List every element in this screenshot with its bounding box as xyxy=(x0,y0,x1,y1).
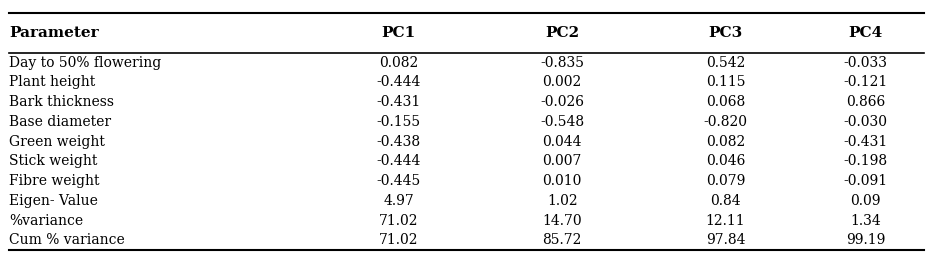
Text: -0.026: -0.026 xyxy=(540,95,584,109)
Text: 0.002: 0.002 xyxy=(542,76,582,90)
Text: Day to 50% flowering: Day to 50% flowering xyxy=(9,56,161,70)
Text: -0.431: -0.431 xyxy=(377,95,421,109)
Text: -0.548: -0.548 xyxy=(540,115,584,129)
Text: PC4: PC4 xyxy=(848,26,883,40)
Text: 99.19: 99.19 xyxy=(845,233,885,247)
Text: 85.72: 85.72 xyxy=(542,233,582,247)
Text: 0.007: 0.007 xyxy=(542,155,582,168)
Text: 1.02: 1.02 xyxy=(547,194,578,208)
Text: PC1: PC1 xyxy=(382,26,416,40)
Text: 0.84: 0.84 xyxy=(710,194,741,208)
Text: 14.70: 14.70 xyxy=(542,214,582,228)
Text: -0.444: -0.444 xyxy=(377,155,421,168)
Text: -0.030: -0.030 xyxy=(843,115,887,129)
Text: Green weight: Green weight xyxy=(9,135,105,149)
Text: 0.082: 0.082 xyxy=(705,135,745,149)
Text: -0.091: -0.091 xyxy=(843,174,887,188)
Text: 71.02: 71.02 xyxy=(379,233,419,247)
Text: 12.11: 12.11 xyxy=(705,214,745,228)
Text: -0.820: -0.820 xyxy=(703,115,747,129)
Text: 1.34: 1.34 xyxy=(850,214,881,228)
Text: -0.444: -0.444 xyxy=(377,76,421,90)
Text: Base diameter: Base diameter xyxy=(9,115,111,129)
Text: PC2: PC2 xyxy=(545,26,579,40)
Text: -0.445: -0.445 xyxy=(377,174,421,188)
Text: 0.542: 0.542 xyxy=(705,56,745,70)
Text: -0.198: -0.198 xyxy=(843,155,887,168)
Text: -0.033: -0.033 xyxy=(843,56,887,70)
Text: 97.84: 97.84 xyxy=(705,233,745,247)
Text: Eigen- Value: Eigen- Value xyxy=(9,194,98,208)
Text: 0.082: 0.082 xyxy=(379,56,419,70)
Text: -0.438: -0.438 xyxy=(377,135,421,149)
Text: 0.044: 0.044 xyxy=(542,135,582,149)
Text: 0.046: 0.046 xyxy=(705,155,745,168)
Text: PC3: PC3 xyxy=(708,26,743,40)
Text: -0.121: -0.121 xyxy=(843,76,887,90)
Text: 71.02: 71.02 xyxy=(379,214,419,228)
Text: -0.155: -0.155 xyxy=(377,115,421,129)
Text: Parameter: Parameter xyxy=(9,26,99,40)
Text: -0.431: -0.431 xyxy=(843,135,887,149)
Text: Cum % variance: Cum % variance xyxy=(9,233,125,247)
Text: %variance: %variance xyxy=(9,214,83,228)
Text: 0.866: 0.866 xyxy=(845,95,885,109)
Text: 0.079: 0.079 xyxy=(705,174,745,188)
Text: 0.115: 0.115 xyxy=(705,76,745,90)
Text: Bark thickness: Bark thickness xyxy=(9,95,115,109)
Text: 0.010: 0.010 xyxy=(542,174,582,188)
Text: 0.09: 0.09 xyxy=(850,194,881,208)
Text: Plant height: Plant height xyxy=(9,76,95,90)
Text: Stick weight: Stick weight xyxy=(9,155,98,168)
Text: 4.97: 4.97 xyxy=(383,194,414,208)
Text: -0.835: -0.835 xyxy=(540,56,584,70)
Text: 0.068: 0.068 xyxy=(705,95,745,109)
Text: Fibre weight: Fibre weight xyxy=(9,174,100,188)
